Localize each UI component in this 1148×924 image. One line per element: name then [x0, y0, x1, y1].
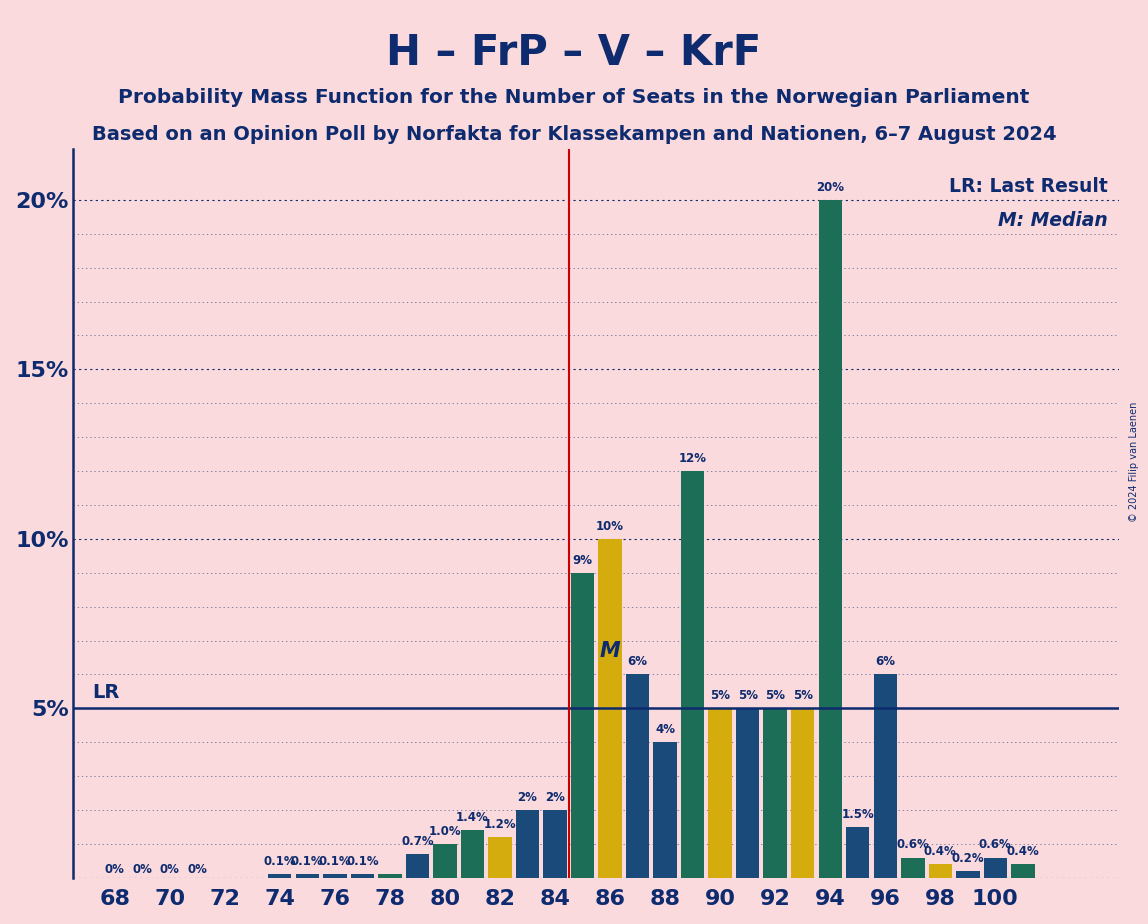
Text: LR: LR: [93, 683, 121, 701]
Bar: [984, 857, 1007, 878]
Bar: [405, 854, 429, 878]
Text: 0.4%: 0.4%: [1007, 845, 1039, 858]
Text: 0.7%: 0.7%: [401, 835, 434, 848]
Bar: [350, 874, 374, 878]
Text: 0.6%: 0.6%: [979, 838, 1011, 851]
Text: 0%: 0%: [160, 863, 179, 876]
Bar: [653, 742, 677, 878]
Text: M: M: [599, 641, 620, 661]
Bar: [543, 810, 567, 878]
Bar: [626, 675, 650, 878]
Text: 1.4%: 1.4%: [456, 811, 489, 824]
Bar: [708, 709, 731, 878]
Text: 0.2%: 0.2%: [952, 852, 984, 865]
Text: 6%: 6%: [875, 655, 895, 668]
Text: 0%: 0%: [132, 863, 152, 876]
Bar: [515, 810, 540, 878]
Bar: [598, 539, 622, 878]
Text: 0%: 0%: [104, 863, 125, 876]
Text: Probability Mass Function for the Number of Seats in the Norwegian Parliament: Probability Mass Function for the Number…: [118, 88, 1030, 107]
Text: 1.5%: 1.5%: [841, 808, 874, 821]
Text: 5%: 5%: [711, 689, 730, 702]
Bar: [763, 709, 786, 878]
Text: 0%: 0%: [187, 863, 207, 876]
Text: 5%: 5%: [793, 689, 813, 702]
Bar: [929, 864, 952, 878]
Bar: [901, 857, 924, 878]
Bar: [874, 675, 897, 878]
Bar: [269, 874, 292, 878]
Bar: [378, 874, 402, 878]
Bar: [571, 573, 595, 878]
Text: M: Median: M: Median: [998, 211, 1108, 230]
Text: 4%: 4%: [656, 723, 675, 736]
Bar: [1011, 864, 1034, 878]
Bar: [460, 831, 484, 878]
Text: 0.6%: 0.6%: [897, 838, 929, 851]
Text: © 2024 Filip van Laenen: © 2024 Filip van Laenen: [1130, 402, 1139, 522]
Text: 12%: 12%: [678, 452, 707, 465]
Text: 2%: 2%: [545, 791, 565, 804]
Bar: [681, 471, 705, 878]
Text: LR: Last Result: LR: Last Result: [949, 177, 1108, 197]
Text: 0.1%: 0.1%: [264, 856, 296, 869]
Text: 10%: 10%: [596, 520, 625, 533]
Bar: [791, 709, 814, 878]
Text: Based on an Opinion Poll by Norfakta for Klassekampen and Nationen, 6–7 August 2: Based on an Opinion Poll by Norfakta for…: [92, 125, 1056, 144]
Bar: [956, 871, 979, 878]
Text: 0.1%: 0.1%: [290, 856, 324, 869]
Text: H – FrP – V – KrF: H – FrP – V – KrF: [387, 32, 761, 74]
Text: 5%: 5%: [738, 689, 758, 702]
Text: 2%: 2%: [518, 791, 537, 804]
Bar: [323, 874, 347, 878]
Bar: [433, 844, 457, 878]
Bar: [736, 709, 759, 878]
Bar: [488, 837, 512, 878]
Text: 0.4%: 0.4%: [924, 845, 956, 858]
Text: 1.0%: 1.0%: [428, 825, 461, 838]
Bar: [846, 827, 869, 878]
Text: 20%: 20%: [816, 181, 844, 194]
Bar: [819, 200, 841, 878]
Text: 0.1%: 0.1%: [346, 856, 379, 869]
Text: 1.2%: 1.2%: [483, 818, 517, 831]
Text: 0.1%: 0.1%: [318, 856, 351, 869]
Text: 5%: 5%: [766, 689, 785, 702]
Text: 6%: 6%: [628, 655, 647, 668]
Bar: [295, 874, 319, 878]
Text: 9%: 9%: [573, 553, 592, 566]
